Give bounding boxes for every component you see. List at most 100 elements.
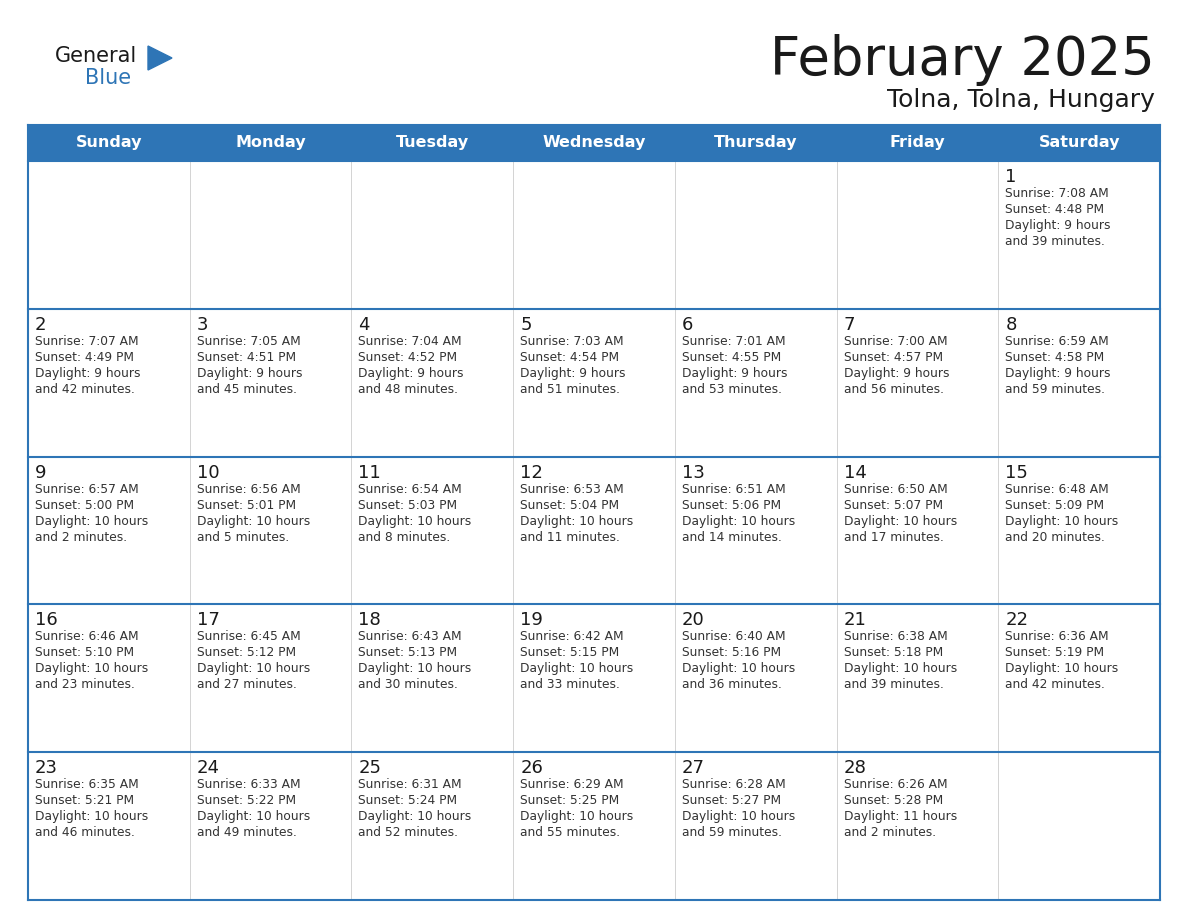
Text: Daylight: 10 hours: Daylight: 10 hours bbox=[197, 515, 310, 528]
Text: Sunrise: 6:28 AM: Sunrise: 6:28 AM bbox=[682, 778, 785, 791]
Text: and 45 minutes.: and 45 minutes. bbox=[197, 383, 297, 396]
Bar bbox=[29, 125, 1159, 161]
Text: Sunrise: 7:00 AM: Sunrise: 7:00 AM bbox=[843, 335, 947, 348]
Text: 6: 6 bbox=[682, 316, 694, 334]
Bar bbox=[675, 161, 836, 308]
Text: Sunset: 4:55 PM: Sunset: 4:55 PM bbox=[682, 351, 781, 364]
Text: 22: 22 bbox=[1005, 611, 1029, 630]
Text: Sunset: 5:15 PM: Sunset: 5:15 PM bbox=[520, 646, 619, 659]
Bar bbox=[675, 456, 836, 604]
Bar bbox=[190, 752, 352, 900]
Text: Sunrise: 6:31 AM: Sunrise: 6:31 AM bbox=[359, 778, 462, 791]
Bar bbox=[352, 752, 513, 900]
Text: Sunset: 5:07 PM: Sunset: 5:07 PM bbox=[843, 498, 943, 511]
Text: and 20 minutes.: and 20 minutes. bbox=[1005, 531, 1105, 543]
Text: Sunset: 5:12 PM: Sunset: 5:12 PM bbox=[197, 646, 296, 659]
Text: and 39 minutes.: and 39 minutes. bbox=[1005, 235, 1105, 248]
Bar bbox=[190, 308, 352, 456]
Text: Sunrise: 6:45 AM: Sunrise: 6:45 AM bbox=[197, 631, 301, 644]
Text: and 33 minutes.: and 33 minutes. bbox=[520, 678, 620, 691]
Text: Tuesday: Tuesday bbox=[396, 136, 469, 151]
Text: 13: 13 bbox=[682, 464, 704, 482]
Text: Daylight: 10 hours: Daylight: 10 hours bbox=[34, 515, 148, 528]
Text: Sunrise: 6:53 AM: Sunrise: 6:53 AM bbox=[520, 483, 624, 496]
Text: Daylight: 9 hours: Daylight: 9 hours bbox=[682, 367, 788, 380]
Text: Sunrise: 6:48 AM: Sunrise: 6:48 AM bbox=[1005, 483, 1110, 496]
Text: and 59 minutes.: and 59 minutes. bbox=[682, 826, 782, 839]
Text: and 30 minutes.: and 30 minutes. bbox=[359, 678, 459, 691]
Text: and 46 minutes.: and 46 minutes. bbox=[34, 826, 135, 839]
Text: Sunrise: 6:36 AM: Sunrise: 6:36 AM bbox=[1005, 631, 1108, 644]
Text: Daylight: 9 hours: Daylight: 9 hours bbox=[520, 367, 626, 380]
Text: 20: 20 bbox=[682, 611, 704, 630]
Text: Daylight: 10 hours: Daylight: 10 hours bbox=[843, 515, 956, 528]
Bar bbox=[998, 456, 1159, 604]
Text: 12: 12 bbox=[520, 464, 543, 482]
Text: Sunset: 5:24 PM: Sunset: 5:24 PM bbox=[359, 794, 457, 807]
Text: 10: 10 bbox=[197, 464, 220, 482]
Text: Sunrise: 6:40 AM: Sunrise: 6:40 AM bbox=[682, 631, 785, 644]
Text: Daylight: 10 hours: Daylight: 10 hours bbox=[359, 811, 472, 823]
Bar bbox=[513, 604, 675, 752]
Text: Sunrise: 6:33 AM: Sunrise: 6:33 AM bbox=[197, 778, 301, 791]
Text: and 2 minutes.: and 2 minutes. bbox=[843, 826, 936, 839]
Text: and 8 minutes.: and 8 minutes. bbox=[359, 531, 450, 543]
Bar bbox=[513, 308, 675, 456]
Text: Sunset: 5:22 PM: Sunset: 5:22 PM bbox=[197, 794, 296, 807]
Bar bbox=[675, 604, 836, 752]
Text: Sunset: 4:57 PM: Sunset: 4:57 PM bbox=[843, 351, 943, 364]
Text: Sunrise: 6:42 AM: Sunrise: 6:42 AM bbox=[520, 631, 624, 644]
Bar bbox=[836, 604, 998, 752]
Text: and 52 minutes.: and 52 minutes. bbox=[359, 826, 459, 839]
Text: Daylight: 10 hours: Daylight: 10 hours bbox=[843, 663, 956, 676]
Text: and 55 minutes.: and 55 minutes. bbox=[520, 826, 620, 839]
Text: 28: 28 bbox=[843, 759, 866, 778]
Text: Sunset: 5:27 PM: Sunset: 5:27 PM bbox=[682, 794, 781, 807]
Text: Daylight: 10 hours: Daylight: 10 hours bbox=[682, 811, 795, 823]
Text: Daylight: 10 hours: Daylight: 10 hours bbox=[1005, 515, 1119, 528]
Text: 18: 18 bbox=[359, 611, 381, 630]
Bar bbox=[836, 308, 998, 456]
Text: and 48 minutes.: and 48 minutes. bbox=[359, 383, 459, 396]
Bar bbox=[352, 604, 513, 752]
Text: Sunset: 4:51 PM: Sunset: 4:51 PM bbox=[197, 351, 296, 364]
Text: Sunrise: 7:04 AM: Sunrise: 7:04 AM bbox=[359, 335, 462, 348]
Text: Sunset: 5:06 PM: Sunset: 5:06 PM bbox=[682, 498, 781, 511]
Text: 17: 17 bbox=[197, 611, 220, 630]
Bar bbox=[998, 752, 1159, 900]
Text: Sunrise: 6:54 AM: Sunrise: 6:54 AM bbox=[359, 483, 462, 496]
Text: 14: 14 bbox=[843, 464, 866, 482]
Text: Sunrise: 7:01 AM: Sunrise: 7:01 AM bbox=[682, 335, 785, 348]
Text: and 39 minutes.: and 39 minutes. bbox=[843, 678, 943, 691]
Text: and 42 minutes.: and 42 minutes. bbox=[1005, 678, 1105, 691]
Text: and 59 minutes.: and 59 minutes. bbox=[1005, 383, 1105, 396]
Text: Sunset: 4:49 PM: Sunset: 4:49 PM bbox=[34, 351, 134, 364]
Bar bbox=[675, 752, 836, 900]
Text: and 14 minutes.: and 14 minutes. bbox=[682, 531, 782, 543]
Text: Daylight: 10 hours: Daylight: 10 hours bbox=[359, 663, 472, 676]
Text: Sunset: 5:19 PM: Sunset: 5:19 PM bbox=[1005, 646, 1105, 659]
Text: and 56 minutes.: and 56 minutes. bbox=[843, 383, 943, 396]
Text: Daylight: 10 hours: Daylight: 10 hours bbox=[197, 811, 310, 823]
Text: Sunrise: 6:56 AM: Sunrise: 6:56 AM bbox=[197, 483, 301, 496]
Text: 19: 19 bbox=[520, 611, 543, 630]
Bar bbox=[836, 752, 998, 900]
Text: Sunday: Sunday bbox=[76, 136, 143, 151]
Text: Daylight: 10 hours: Daylight: 10 hours bbox=[1005, 663, 1119, 676]
Text: Daylight: 9 hours: Daylight: 9 hours bbox=[359, 367, 465, 380]
Bar bbox=[29, 456, 190, 604]
Text: 7: 7 bbox=[843, 316, 855, 334]
Bar bbox=[513, 161, 675, 308]
Text: Daylight: 10 hours: Daylight: 10 hours bbox=[520, 811, 633, 823]
Bar bbox=[998, 161, 1159, 308]
Text: Sunset: 5:00 PM: Sunset: 5:00 PM bbox=[34, 498, 134, 511]
Text: Sunset: 5:28 PM: Sunset: 5:28 PM bbox=[843, 794, 943, 807]
Bar bbox=[352, 308, 513, 456]
Text: 16: 16 bbox=[34, 611, 58, 630]
Text: Daylight: 10 hours: Daylight: 10 hours bbox=[682, 663, 795, 676]
Text: Friday: Friday bbox=[890, 136, 946, 151]
Text: Sunset: 4:54 PM: Sunset: 4:54 PM bbox=[520, 351, 619, 364]
Text: 1: 1 bbox=[1005, 168, 1017, 186]
Text: Sunrise: 6:57 AM: Sunrise: 6:57 AM bbox=[34, 483, 139, 496]
Text: Sunrise: 6:38 AM: Sunrise: 6:38 AM bbox=[843, 631, 947, 644]
